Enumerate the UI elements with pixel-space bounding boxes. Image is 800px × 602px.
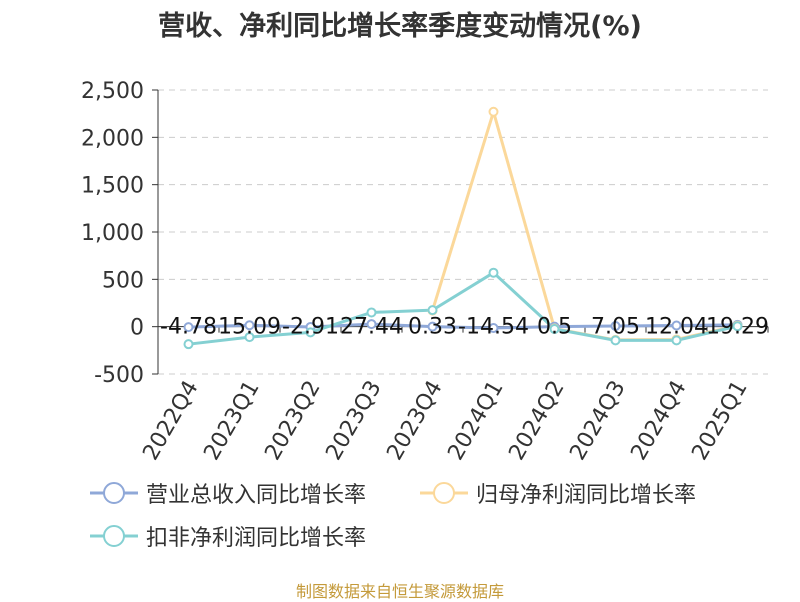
legend-label: 营业总收入同比增长率 (146, 483, 367, 508)
y-tick-label: -500 (94, 363, 144, 388)
data-point (305, 327, 316, 338)
data-label: -2.91 (282, 315, 339, 340)
x-tick-label: 2023Q2 (260, 377, 325, 465)
y-tick-label: 0 (130, 316, 144, 341)
legend-item[interactable]: 营业总收入同比增长率 (90, 478, 366, 508)
series-points (183, 106, 743, 350)
data-label: 12.04 (645, 315, 708, 340)
x-tick-label: 2022Q4 (138, 377, 203, 465)
data-point (610, 335, 621, 346)
data-point (549, 324, 560, 335)
legend-marker-circle (433, 482, 455, 504)
y-tick-label: 1,000 (81, 221, 144, 246)
x-tick-label: 2023Q4 (382, 377, 447, 465)
data-point (671, 335, 682, 346)
data-point (732, 321, 743, 332)
data-labels: -4.78 15.09 -2.91 27.44 0.33 -14.54 0.5 7.05 12.… (160, 315, 769, 340)
legend-marker-circle (103, 482, 125, 504)
x-tick-label: 2025Q1 (687, 377, 752, 465)
data-label: 15.09 (218, 315, 281, 340)
data-label: 27.44 (340, 315, 403, 340)
x-tick-label: 2023Q3 (321, 377, 386, 465)
data-point (488, 267, 499, 278)
series-line-0 (188, 322, 738, 330)
data-point (183, 339, 194, 350)
y-tick-label: 2,000 (81, 126, 144, 151)
data-point (610, 320, 621, 331)
data-point (244, 320, 255, 331)
y-tick-label: 2,500 (81, 79, 144, 104)
x-tick-label: 2023Q1 (199, 377, 264, 465)
x-axis: 2022Q42023Q12023Q22023Q32023Q42024Q12024… (138, 326, 769, 465)
legend-item[interactable]: 归母净利润同比增长率 (420, 478, 696, 508)
data-label: -4.78 (160, 315, 217, 340)
data-point (427, 321, 438, 332)
legend-marker-icon (90, 482, 138, 504)
data-point (366, 319, 377, 330)
y-tick-label: 1,500 (81, 174, 144, 199)
data-label: -14.54 (458, 315, 529, 340)
x-tick-label: 2024Q2 (504, 377, 569, 465)
data-point (427, 305, 438, 316)
series-line-2 (188, 271, 738, 346)
data-point (671, 320, 682, 331)
data-point (244, 332, 255, 343)
data-point (183, 322, 194, 333)
x-tick-label: 2024Q4 (626, 377, 691, 465)
x-tick-label: 2024Q3 (565, 377, 630, 465)
data-label: 0.5 (537, 315, 572, 340)
series-lines (188, 110, 738, 346)
y-tick-label: 500 (102, 268, 144, 293)
legend-marker-icon (90, 525, 138, 547)
legend-label: 归母净利润同比增长率 (476, 483, 697, 508)
data-label: 7.05 (591, 315, 640, 340)
legend-marker-icon (420, 482, 468, 504)
chart-title: 营收、净利同比增长率季度变动情况(%) (158, 11, 642, 42)
series-line-1 (431, 110, 738, 342)
legend-marker-circle (103, 525, 125, 547)
grid-lines (158, 89, 768, 375)
legend-label: 扣非净利润同比增长率 (146, 526, 367, 551)
y-axis: -500 0 500 1,000 1,500 2,000 2,500 (81, 79, 159, 388)
data-point (488, 106, 499, 117)
data-label: 0.33 (408, 315, 457, 340)
data-point (366, 307, 377, 318)
legend-item[interactable]: 扣非净利润同比增长率 (90, 521, 366, 551)
source-note: 制图数据来自恒生聚源数据库 (295, 582, 504, 601)
x-tick-label: 2024Q1 (443, 377, 508, 465)
data-label: 19.29 (706, 315, 769, 340)
data-point (488, 323, 499, 334)
